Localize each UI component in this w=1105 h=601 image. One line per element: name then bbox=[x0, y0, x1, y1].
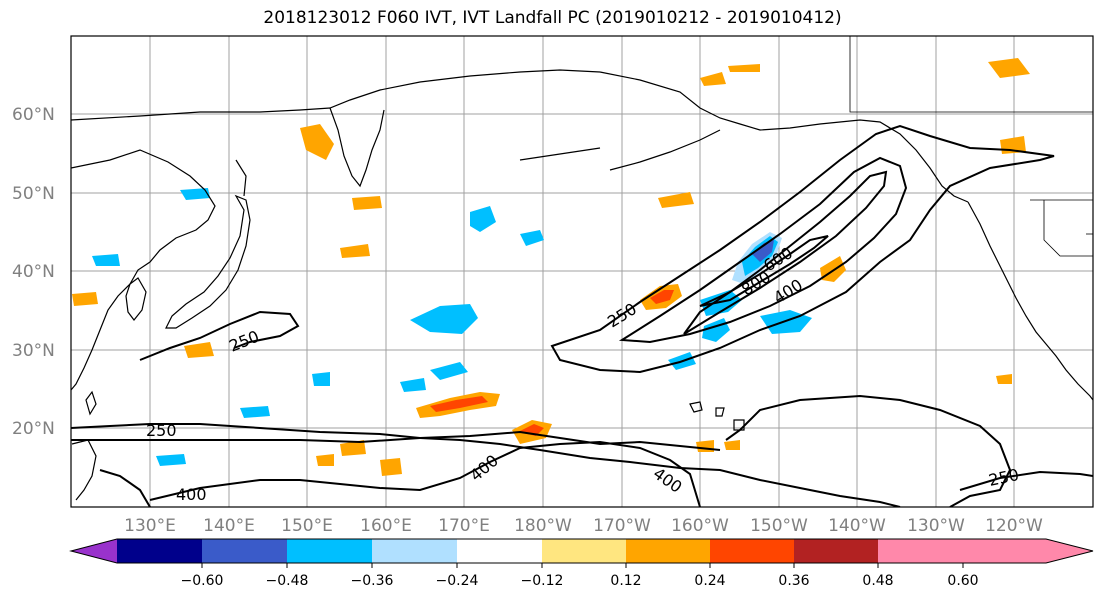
lat-label-50n: 50°N bbox=[12, 184, 55, 204]
colorbar-segment bbox=[457, 539, 542, 563]
ivt-contours bbox=[71, 124, 1093, 507]
colorbar-tick: 0.24 bbox=[694, 573, 725, 589]
contour-label-250-sub: 250 bbox=[146, 421, 177, 440]
lon-label-130w: 130°W bbox=[907, 516, 965, 536]
lon-label-160e: 160°E bbox=[360, 516, 412, 536]
colorbar-segment bbox=[878, 539, 963, 563]
colorbar-segment bbox=[626, 539, 710, 563]
colorbar-segment bbox=[372, 539, 457, 563]
colorbar-tick: 0.60 bbox=[947, 573, 978, 589]
lon-label-180w: 180°W bbox=[514, 516, 572, 536]
lat-label-30n: 30°N bbox=[12, 341, 55, 361]
lon-label-120w: 120°W bbox=[985, 516, 1043, 536]
political-borders bbox=[849, 36, 1093, 257]
colorbar-tick: −0.60 bbox=[181, 573, 224, 589]
coastlines bbox=[71, 69, 1093, 501]
colorbar-tick: 0.12 bbox=[610, 573, 641, 589]
colorbar-segment bbox=[794, 539, 878, 563]
lon-label-150e: 150°E bbox=[281, 516, 333, 536]
lon-label-140e: 140°E bbox=[203, 516, 255, 536]
colorbar-tick: 0.48 bbox=[862, 573, 893, 589]
colorbar-tick: 0.36 bbox=[778, 573, 809, 589]
colorbar-segment bbox=[710, 539, 794, 563]
lon-label-140w: 140°W bbox=[828, 516, 886, 536]
map-frame bbox=[70, 35, 1094, 508]
lat-label-60n: 60°N bbox=[12, 105, 55, 125]
latitude-labels: 60°N 50°N 40°N 30°N 20°N bbox=[12, 105, 55, 439]
lon-label-160w: 160°W bbox=[671, 516, 729, 536]
colorbar-segment bbox=[287, 539, 372, 563]
ivt-shading bbox=[72, 58, 1030, 476]
gridlines bbox=[71, 36, 1093, 507]
colorbar-tick: −0.48 bbox=[266, 573, 309, 589]
lat-label-20n: 20°N bbox=[12, 419, 55, 439]
colorbar-segment bbox=[117, 539, 202, 563]
colorbar-extend-min bbox=[71, 539, 117, 563]
lon-label-130e: 130°E bbox=[124, 516, 176, 536]
lat-label-40n: 40°N bbox=[12, 262, 55, 282]
contour-label-400-left: 400 bbox=[176, 485, 207, 504]
lon-label-170w: 170°W bbox=[593, 516, 651, 536]
colorbar-tick: −0.24 bbox=[436, 573, 479, 589]
colorbar-tick: −0.36 bbox=[351, 573, 394, 589]
lon-label-170e: 170°E bbox=[438, 516, 490, 536]
colorbar-segment bbox=[202, 539, 287, 563]
longitude-labels: 130°E 140°E 150°E 160°E 170°E 180°W 170°… bbox=[124, 516, 1043, 536]
colorbar-extend-max bbox=[963, 539, 1093, 563]
colorbar: −0.60 −0.48 −0.36 −0.24 −0.12 0.12 0.24 … bbox=[69, 538, 1094, 589]
colorbar-segment bbox=[542, 539, 626, 563]
map-title: 2018123012 F060 IVT, IVT Landfall PC (20… bbox=[263, 8, 842, 28]
colorbar-tick: −0.12 bbox=[521, 573, 564, 589]
lon-label-150w: 150°W bbox=[750, 516, 808, 536]
